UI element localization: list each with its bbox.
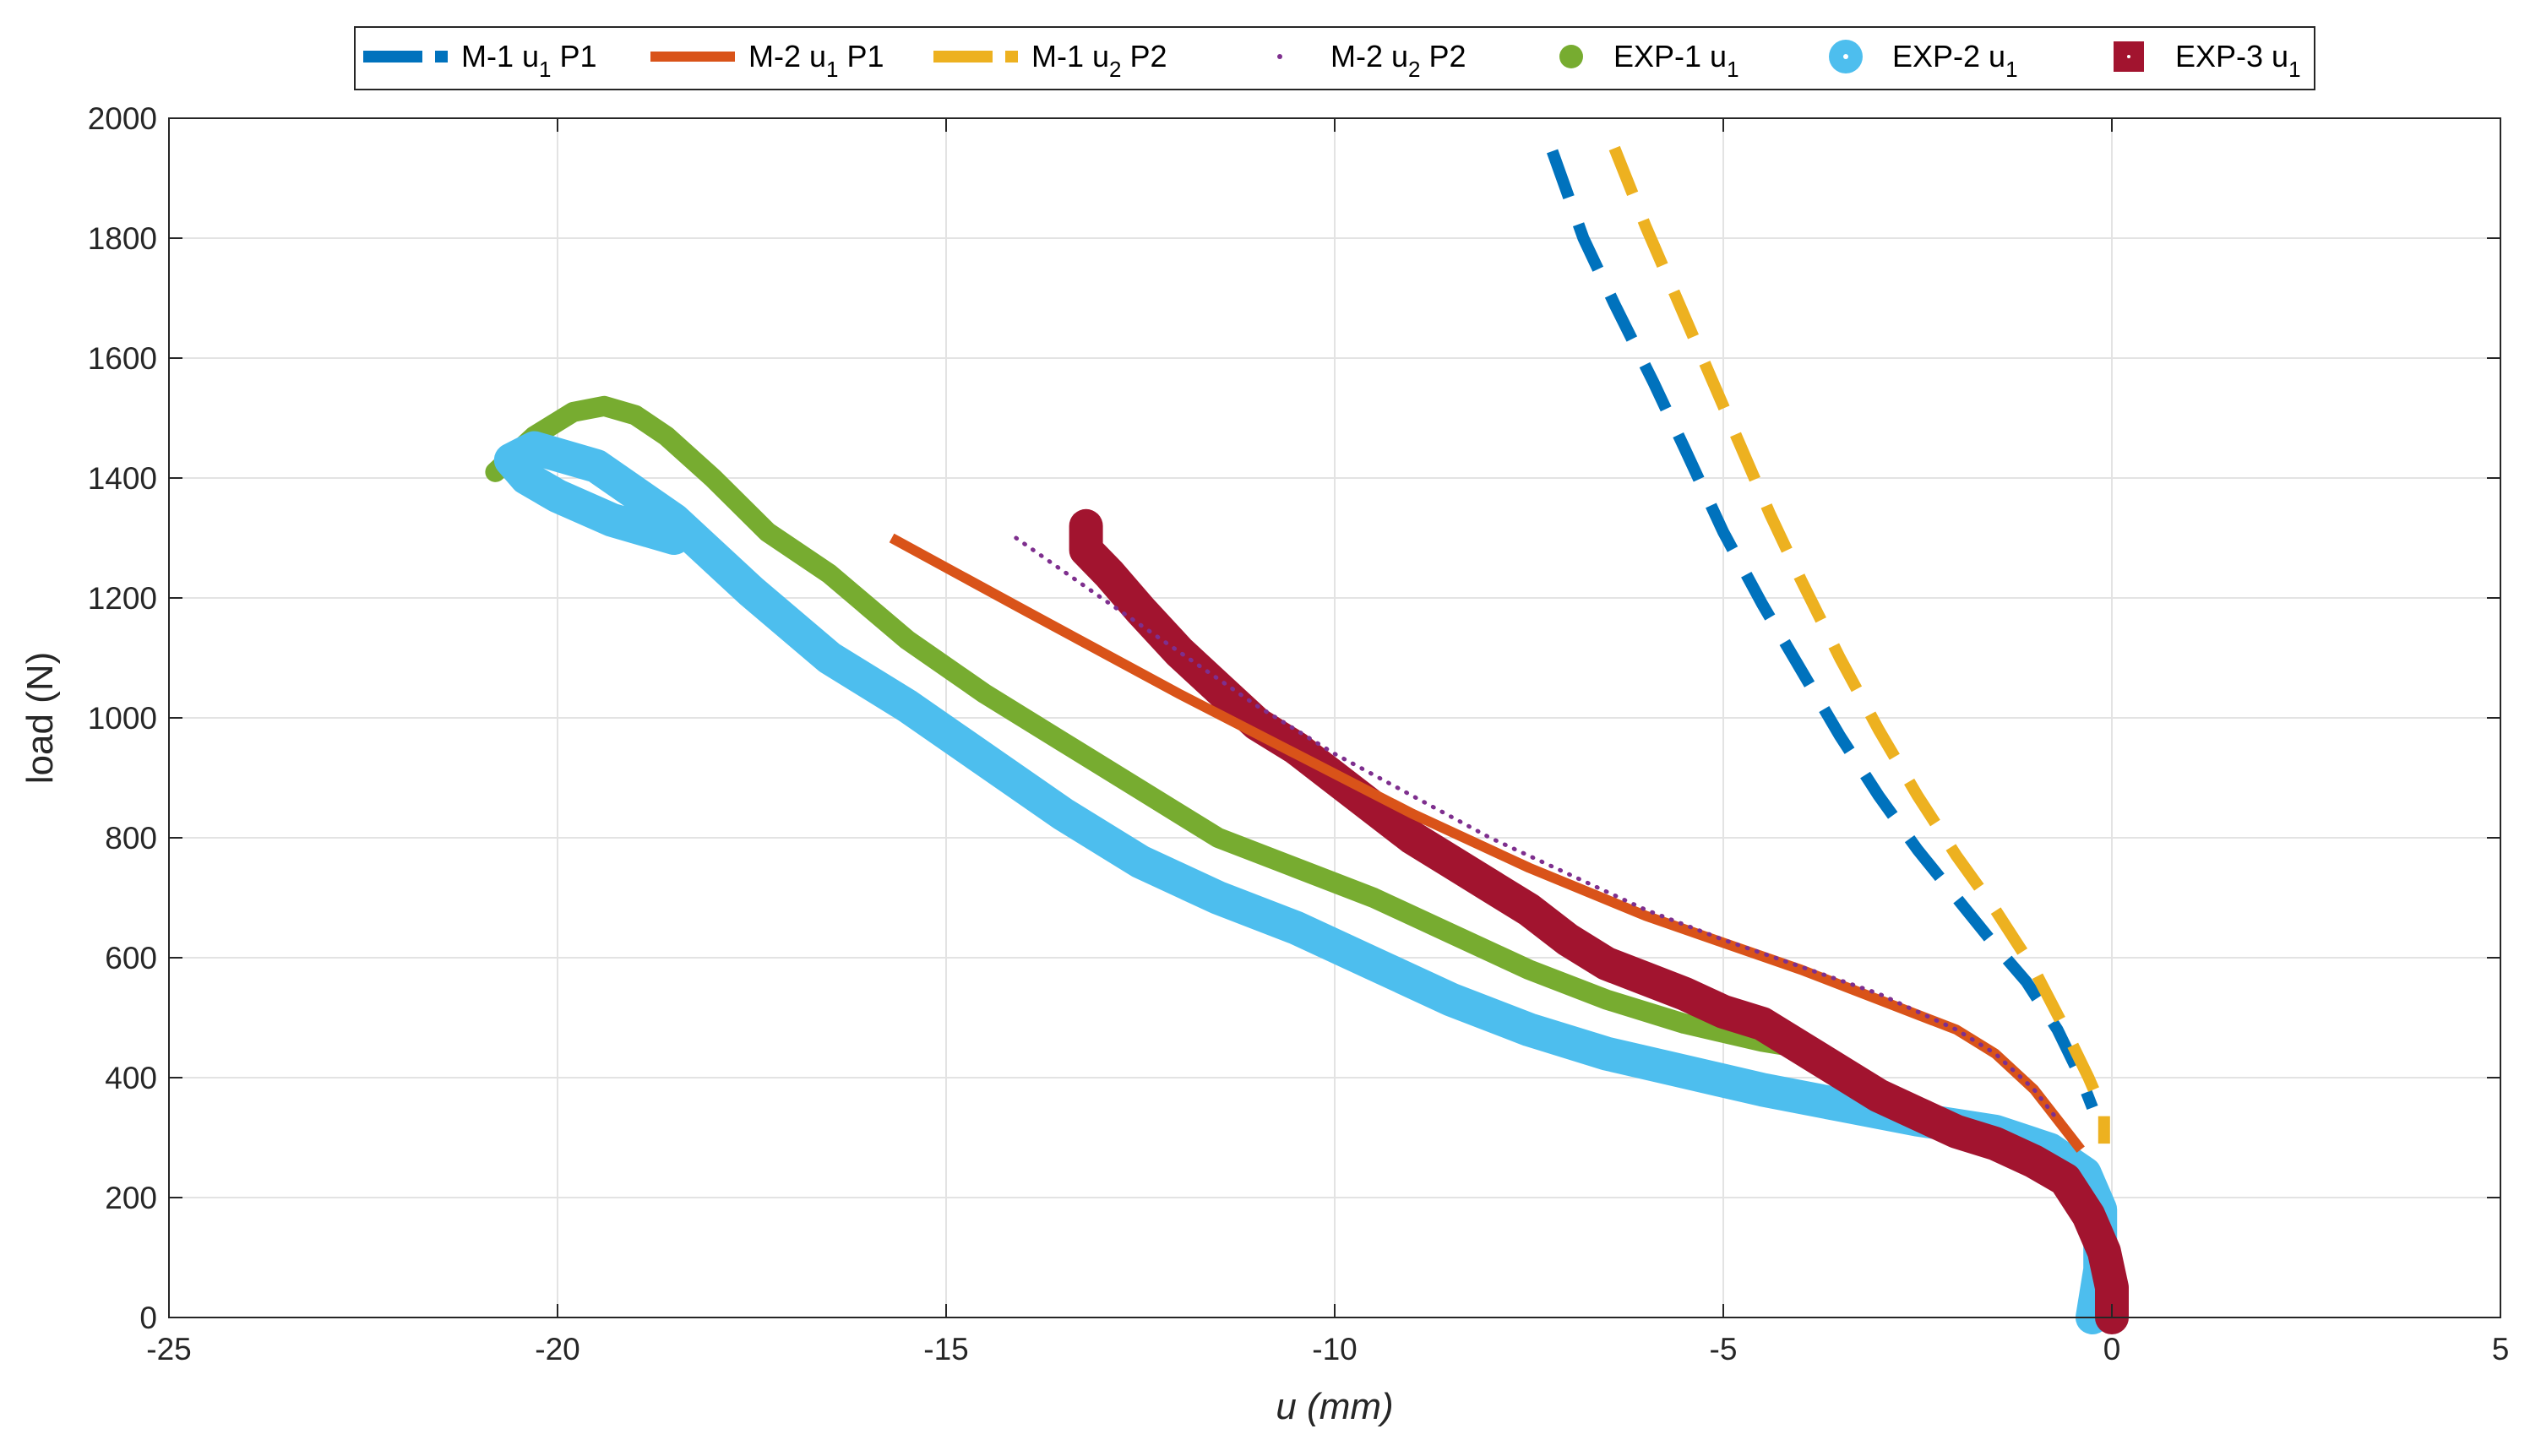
series-line-m-2-u2-p2: [1014, 535, 2060, 1122]
y-tick-label: 1600: [88, 341, 157, 376]
legend-m-1-u1-p1-label-sub: 1: [539, 57, 551, 82]
series-line-exp-3-u1: [1069, 508, 2129, 1334]
legend-exp-3-u1-label-main: EXP-3 u: [2175, 39, 2288, 73]
legend-m-2-u2-p2-swatch: [1277, 54, 1282, 59]
y-tick-label: 600: [105, 941, 157, 975]
x-tick-label: -5: [1710, 1332, 1738, 1366]
legend-exp-1-u1-label: EXP-1 u1: [1613, 39, 1739, 82]
x-tick-label: 5: [2492, 1332, 2510, 1366]
legend-exp-3-u1-label: EXP-3 u1: [2175, 39, 2301, 82]
legend-m-1-u2-p2-label: M-1 u2 P2: [1031, 39, 1167, 82]
legend-exp-2-u1-swatch-dot: [1843, 54, 1848, 59]
legend-exp-1-u1-swatch: [1559, 45, 1583, 68]
legend-exp-3-u1-label-sub: 1: [2288, 57, 2300, 82]
legend-m-1-u1-p1-label: M-1 u1 P1: [461, 39, 597, 82]
legend-m-2-u2-p2-label: M-2 u2 P2: [1330, 39, 1466, 82]
x-tick-label: -25: [146, 1332, 191, 1366]
legend-m-2-u2-p2-label-sub: 2: [1408, 57, 1420, 82]
series-line-m-1-u1-p1: [1547, 149, 2098, 1111]
y-tick-label: 1200: [88, 581, 157, 616]
legend-m-1-u1-p1-label-main: M-1 u: [461, 39, 539, 73]
legend-exp-2-u1-label-sub: 1: [2005, 57, 2017, 82]
legend-m-2-u1-p1-label-tail: P1: [839, 39, 884, 73]
x-tick-label: -10: [1312, 1332, 1357, 1366]
legend-exp-3-u1-swatch-dot: [2127, 55, 2130, 58]
y-tick-label: 1000: [88, 701, 157, 736]
x-tick-label: -20: [535, 1332, 579, 1366]
legend-m-2-u1-p1-label: M-2 u1 P1: [748, 39, 884, 82]
legend-exp-1-u1-label-main: EXP-1 u: [1613, 39, 1727, 73]
ticks: -25 -20 -15 -10 -5 0 5 0 200 400 600 800 1000 1200 140…: [88, 101, 2510, 1366]
y-tick-label: 1400: [88, 461, 157, 496]
y-tick-label: 800: [105, 821, 157, 856]
legend-exp-1-u1-label-sub: 1: [1727, 57, 1738, 82]
y-tick-label: 1800: [88, 221, 157, 256]
y-axis-title: load (N): [19, 652, 61, 785]
legend-m-2-u2-p2-label-tail: P2: [1421, 39, 1466, 73]
legend-m-1-u1-p1-label-tail: P1: [552, 39, 597, 73]
x-axis-title: u (mm): [1276, 1386, 1393, 1427]
legend-m-2-u1-p1-label-main: M-2 u: [748, 39, 826, 73]
legend-m-1-u2-p2-label-tail: P2: [1122, 39, 1167, 73]
legend: M-1 u1 P1 M-2 u1 P1 M-1 u2 P2 M-2 u2 P2 EXP-…: [354, 26, 2315, 90]
legend-m-1-u2-p2-label-main: M-1 u: [1031, 39, 1109, 73]
legend-m-1-u2-p2-label-sub: 2: [1109, 57, 1121, 82]
y-tick-label: 400: [105, 1061, 157, 1095]
y-tick-label: 200: [105, 1181, 157, 1215]
legend-exp-2-u1-label: EXP-2 u1: [1892, 39, 2018, 82]
legend-m-2-u2-p2-label-main: M-2 u: [1330, 39, 1408, 73]
x-tick-label: -15: [923, 1332, 968, 1366]
y-tick-label: 0: [139, 1301, 157, 1335]
legend-exp-2-u1-label-main: EXP-2 u: [1892, 39, 2005, 73]
legend-m-2-u1-p1-label-sub: 1: [826, 57, 838, 82]
series-line-m-1-u2-p2: [1608, 145, 2110, 1144]
series-line-exp-1-u1: [485, 395, 1827, 1061]
x-tick-label: 0: [2103, 1332, 2121, 1366]
y-tick-label: 2000: [88, 101, 157, 136]
series-layer: [485, 145, 2129, 1334]
